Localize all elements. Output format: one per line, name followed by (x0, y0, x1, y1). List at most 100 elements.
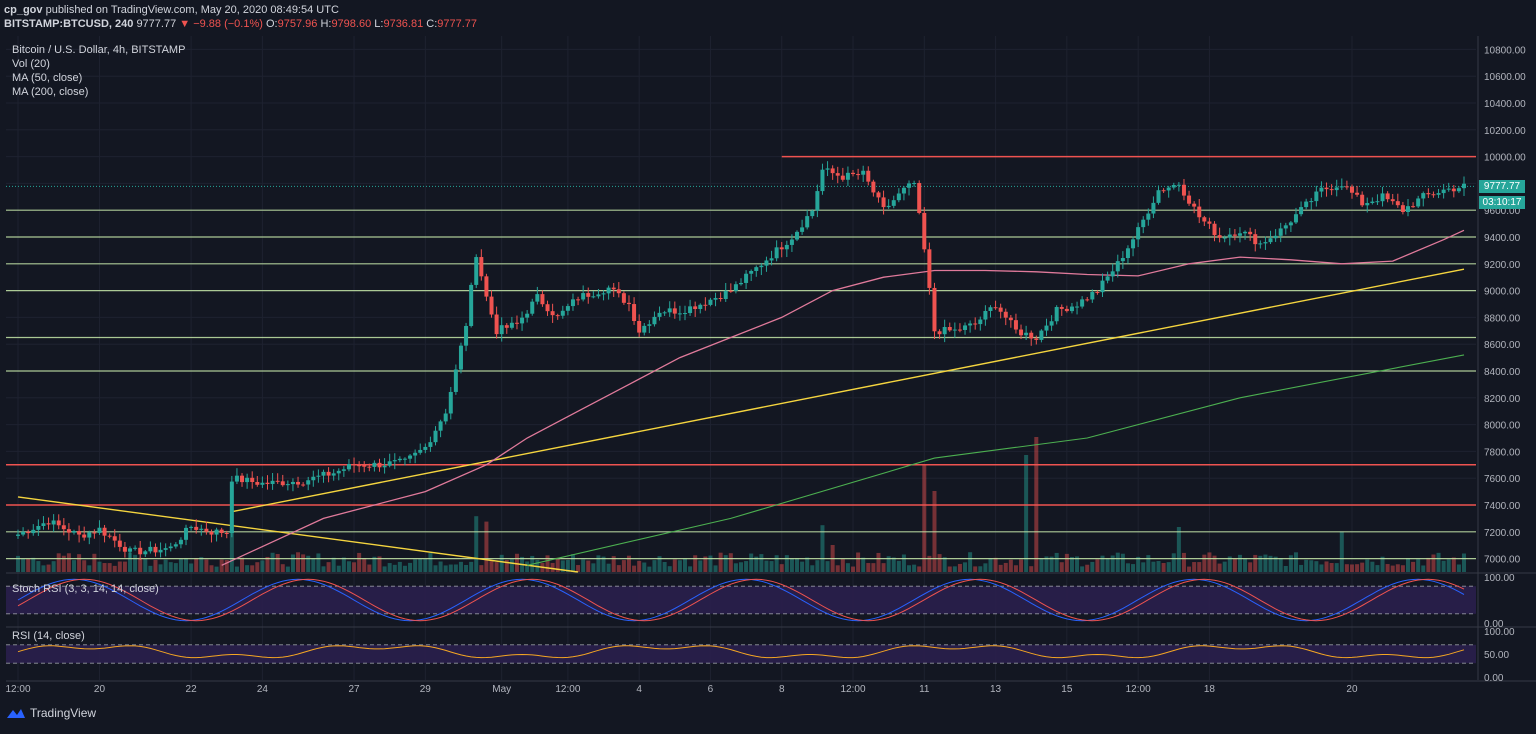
volume-bar (871, 563, 876, 572)
candle-body (489, 296, 494, 315)
candle (357, 461, 362, 473)
candle-body (428, 442, 433, 447)
volume-bar (744, 561, 749, 572)
candle (652, 311, 657, 327)
candle-body (285, 484, 290, 486)
candle (362, 461, 367, 473)
candle-body (866, 170, 871, 182)
rsi-title[interactable]: RSI (14, close) (12, 630, 85, 642)
candle (1426, 188, 1431, 199)
candle-body (626, 302, 631, 305)
candle (1100, 273, 1105, 298)
volume-bar (357, 552, 362, 572)
candle-body (652, 316, 657, 325)
volume-bar (234, 566, 239, 572)
volume-bar (178, 559, 183, 572)
volume-bar (739, 562, 743, 572)
volume-bar (168, 562, 173, 572)
candle (789, 234, 794, 252)
volume-bar (1197, 562, 1202, 572)
candle (1156, 185, 1161, 205)
candle (1075, 301, 1080, 315)
candle (1222, 235, 1227, 243)
x-tick-label: 24 (257, 684, 269, 695)
x-tick-label: 18 (1204, 684, 1216, 695)
legend-vol[interactable]: Vol (20) (12, 58, 50, 70)
candle (504, 323, 509, 334)
candle (555, 313, 560, 320)
candle (280, 474, 285, 487)
stoch-rsi-title[interactable]: Stoch RSI (3, 3, 14, 14, close) (12, 583, 159, 595)
candle (367, 463, 372, 472)
volume-bar (367, 564, 372, 572)
candle (835, 166, 840, 184)
candle (978, 316, 983, 331)
legend-ma200[interactable]: MA (200, close) (12, 86, 89, 98)
candle-body (820, 169, 825, 192)
volume-bar (815, 560, 820, 572)
candle-body (117, 540, 122, 547)
candle (1436, 188, 1441, 199)
candle (453, 364, 458, 395)
volume-bar (77, 554, 82, 572)
candle (413, 449, 418, 464)
candle (1288, 220, 1293, 233)
volume-bar (657, 556, 662, 572)
volume-bar (957, 563, 962, 572)
candle (520, 311, 525, 331)
tradingview-logo[interactable]: TradingView (6, 706, 96, 720)
volume-bar (677, 560, 682, 572)
volume-bar (601, 556, 606, 572)
volume-bar (469, 561, 474, 572)
volume-bar (352, 562, 357, 572)
candle (1029, 330, 1034, 346)
volume-bar (316, 553, 321, 572)
candle (1008, 315, 1013, 328)
candle-body (723, 290, 728, 300)
volume-bar (229, 525, 234, 572)
x-tick-label: 12:00 (1126, 684, 1151, 695)
x-tick-label: 27 (348, 684, 360, 695)
x-tick-label: 13 (990, 684, 1002, 695)
volume-bar (754, 556, 759, 572)
candle-body (479, 257, 484, 277)
volume-bar (728, 553, 733, 572)
candle-body (784, 244, 789, 250)
candle (708, 297, 713, 307)
candle-body (1105, 276, 1110, 281)
candle (128, 546, 133, 558)
candle (423, 443, 428, 454)
volume-bar (163, 559, 168, 572)
candle-body (143, 551, 148, 555)
volume-bar (963, 562, 968, 572)
candle-body (168, 546, 173, 549)
candle-body (1436, 193, 1441, 195)
candle (1339, 178, 1344, 191)
volume-bar (1222, 561, 1227, 572)
candle-body (92, 532, 97, 534)
candle (993, 300, 998, 310)
candle (87, 530, 92, 545)
candle-body (611, 287, 616, 290)
volume-bar (616, 565, 621, 572)
candle (209, 529, 214, 543)
candle (616, 282, 621, 298)
candle-body (886, 205, 891, 208)
candle-body (189, 526, 194, 528)
volume-bar (382, 566, 387, 572)
volume-bar (708, 555, 713, 572)
volume-bar (896, 560, 901, 572)
volume-bar (107, 563, 112, 572)
candle (983, 305, 988, 326)
y-tick-label: 7400.00 (1484, 501, 1521, 512)
candle (586, 287, 591, 304)
volume-bar (72, 560, 77, 572)
close-value: 9777.77 (437, 18, 478, 30)
legend-ma50[interactable]: MA (50, close) (12, 72, 83, 84)
volume-bar (917, 566, 922, 572)
candle-body (97, 527, 102, 533)
volume-bar (133, 554, 138, 572)
author-name[interactable]: cp_gov (4, 4, 43, 16)
candle-body (133, 547, 138, 549)
